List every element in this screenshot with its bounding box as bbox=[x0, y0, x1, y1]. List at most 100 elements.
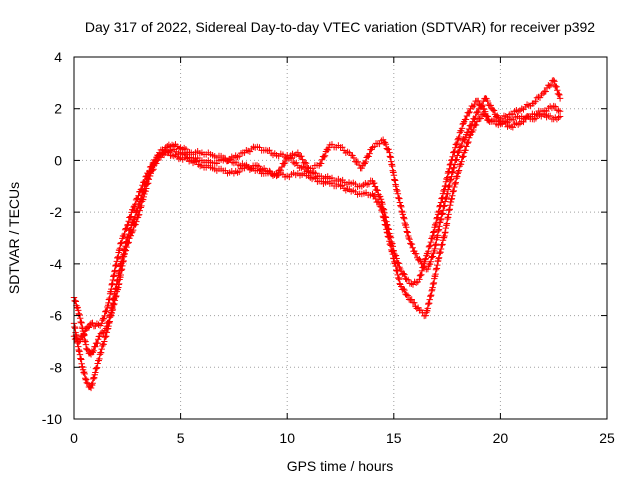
data-point bbox=[277, 167, 285, 174]
data-point bbox=[293, 159, 300, 167]
data-point bbox=[455, 133, 463, 141]
data-point bbox=[460, 153, 467, 160]
data-point bbox=[154, 152, 162, 160]
data-point bbox=[408, 240, 416, 248]
data-point bbox=[454, 170, 461, 177]
data-point bbox=[419, 260, 427, 267]
data-point bbox=[126, 214, 134, 221]
data-point bbox=[96, 333, 103, 340]
y-tick-label: -4 bbox=[50, 256, 63, 272]
data-point bbox=[83, 345, 90, 353]
data-point bbox=[401, 271, 408, 278]
data-point bbox=[170, 142, 177, 149]
data-point bbox=[425, 243, 433, 251]
x-tick-label: 10 bbox=[279, 430, 295, 446]
data-point bbox=[130, 203, 137, 211]
data-point bbox=[373, 186, 380, 194]
data-point bbox=[482, 113, 490, 120]
data-point bbox=[457, 143, 465, 150]
data-point bbox=[422, 255, 429, 262]
data-point bbox=[427, 242, 434, 249]
data-point bbox=[468, 121, 475, 129]
y-tick-label: -10 bbox=[42, 411, 62, 427]
data-point bbox=[278, 163, 286, 171]
data-point bbox=[236, 168, 243, 176]
y-tick-label: -2 bbox=[50, 204, 63, 220]
data-point bbox=[466, 108, 473, 116]
data-point bbox=[455, 167, 463, 174]
data-point bbox=[462, 147, 469, 154]
data-point bbox=[427, 238, 435, 246]
data-point bbox=[138, 196, 145, 203]
data-point bbox=[467, 122, 475, 130]
data-point bbox=[408, 296, 415, 303]
data-point bbox=[471, 101, 478, 109]
data-point bbox=[135, 211, 143, 218]
data-point bbox=[404, 276, 412, 284]
data-point bbox=[401, 286, 408, 294]
data-point bbox=[83, 376, 90, 383]
data-point bbox=[416, 276, 423, 283]
data-point bbox=[463, 143, 470, 150]
data-point bbox=[556, 95, 564, 102]
data-point bbox=[102, 333, 110, 340]
data-point bbox=[542, 88, 549, 95]
data-point bbox=[302, 160, 310, 167]
data-point bbox=[90, 347, 97, 354]
y-tick-label: -8 bbox=[50, 359, 63, 375]
data-point bbox=[412, 279, 420, 286]
data-point bbox=[255, 163, 262, 170]
data-point bbox=[141, 177, 149, 185]
data-point bbox=[354, 158, 362, 165]
series-track-1 bbox=[70, 97, 564, 358]
data-point bbox=[130, 216, 137, 224]
data-point bbox=[134, 195, 141, 202]
data-point bbox=[453, 156, 460, 163]
data-point bbox=[132, 201, 139, 208]
data-point bbox=[93, 364, 101, 371]
data-point bbox=[83, 379, 90, 386]
data-point bbox=[134, 208, 141, 215]
data-point bbox=[134, 205, 142, 212]
data-point bbox=[89, 319, 96, 327]
data-point bbox=[458, 125, 466, 132]
data-point bbox=[298, 153, 305, 160]
data-point bbox=[127, 226, 135, 233]
data-point bbox=[456, 147, 463, 155]
data-point bbox=[94, 339, 101, 347]
data-point bbox=[450, 164, 458, 171]
data-point bbox=[487, 102, 495, 109]
data-point bbox=[546, 82, 553, 90]
data-point bbox=[452, 157, 459, 164]
y-tick-label: 2 bbox=[54, 101, 62, 117]
data-point bbox=[472, 113, 479, 121]
data-point bbox=[406, 235, 413, 243]
data-point bbox=[555, 114, 562, 121]
data-point bbox=[312, 175, 319, 182]
data-point bbox=[321, 152, 329, 159]
data-point bbox=[451, 161, 458, 168]
data-point bbox=[92, 343, 99, 350]
data-point bbox=[418, 267, 426, 275]
data-point bbox=[124, 221, 132, 228]
data-point bbox=[424, 265, 432, 273]
data-point bbox=[129, 219, 137, 227]
series-track-3 bbox=[70, 95, 564, 345]
data-point bbox=[411, 299, 418, 306]
data-point bbox=[457, 161, 465, 168]
data-point bbox=[465, 109, 472, 117]
data-point bbox=[74, 304, 81, 311]
data-point bbox=[495, 114, 502, 121]
x-tick-label: 25 bbox=[599, 430, 615, 446]
data-point bbox=[451, 148, 458, 155]
data-point bbox=[453, 141, 460, 148]
data-point bbox=[96, 355, 103, 363]
data-point bbox=[552, 103, 559, 110]
data-point bbox=[555, 107, 562, 114]
data-point bbox=[281, 159, 289, 167]
data-point bbox=[371, 143, 378, 150]
data-point bbox=[94, 335, 102, 343]
data-point bbox=[140, 179, 148, 186]
data-point bbox=[553, 116, 561, 123]
data-point bbox=[536, 94, 544, 101]
